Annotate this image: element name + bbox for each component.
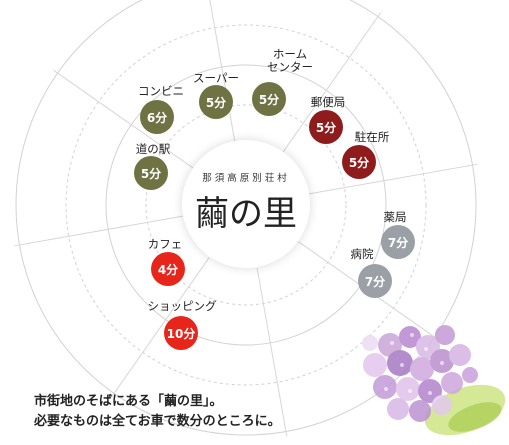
badge-michinoeki: 5分 xyxy=(134,156,168,190)
ring-dashed-outer xyxy=(65,24,427,386)
spoke-line xyxy=(14,215,184,247)
badge-homecenter: 5分 xyxy=(252,82,286,116)
badge-shopping: 10分 xyxy=(164,316,198,350)
spoke-line xyxy=(110,257,210,398)
label-shopping: ショッピング xyxy=(147,299,217,313)
badge-police: 5分 xyxy=(342,145,376,179)
caption-line-1: 市街地のそばにある「繭の里」。 xyxy=(34,394,223,409)
center-circle: 那須高原別荘村 繭の里 xyxy=(182,140,310,268)
label-cafe: カフェ xyxy=(147,237,183,251)
ring-dashed-inner xyxy=(145,104,347,306)
badge-conbini: 6分 xyxy=(140,100,174,134)
label-police: 駐在所 xyxy=(354,130,390,144)
badge-pharmacy: 7分 xyxy=(381,225,415,259)
ring-outer xyxy=(15,0,477,436)
badge-super: 5分 xyxy=(199,85,233,119)
badge-cafe: 4分 xyxy=(151,252,185,286)
spoke-line xyxy=(282,12,382,153)
label-conbini: コンビニ xyxy=(138,84,184,98)
label-michinoeki: 道の駅 xyxy=(135,142,171,156)
spoke-line xyxy=(308,163,478,195)
center-subtitle: 那須高原別荘村 xyxy=(202,173,290,184)
spoke-line xyxy=(256,267,288,437)
spoke-line xyxy=(53,69,194,169)
badge-hospital: 7分 xyxy=(358,264,392,298)
label-super: スーパー xyxy=(193,71,239,85)
center-title: 繭の里 xyxy=(195,194,297,234)
ring-middle xyxy=(105,64,387,346)
label-post: 郵便局 xyxy=(310,95,346,109)
label-homecenter: ホーム センター xyxy=(267,47,313,74)
label-pharmacy: 薬局 xyxy=(383,210,407,224)
label-hospital: 病院 xyxy=(350,247,374,261)
badge-post: 5分 xyxy=(309,110,343,144)
spoke-line xyxy=(209,0,236,143)
hydrangea-illustration xyxy=(362,325,506,436)
caption-line-2: 必要なものは全てお車で数分のところに。 xyxy=(34,414,281,429)
